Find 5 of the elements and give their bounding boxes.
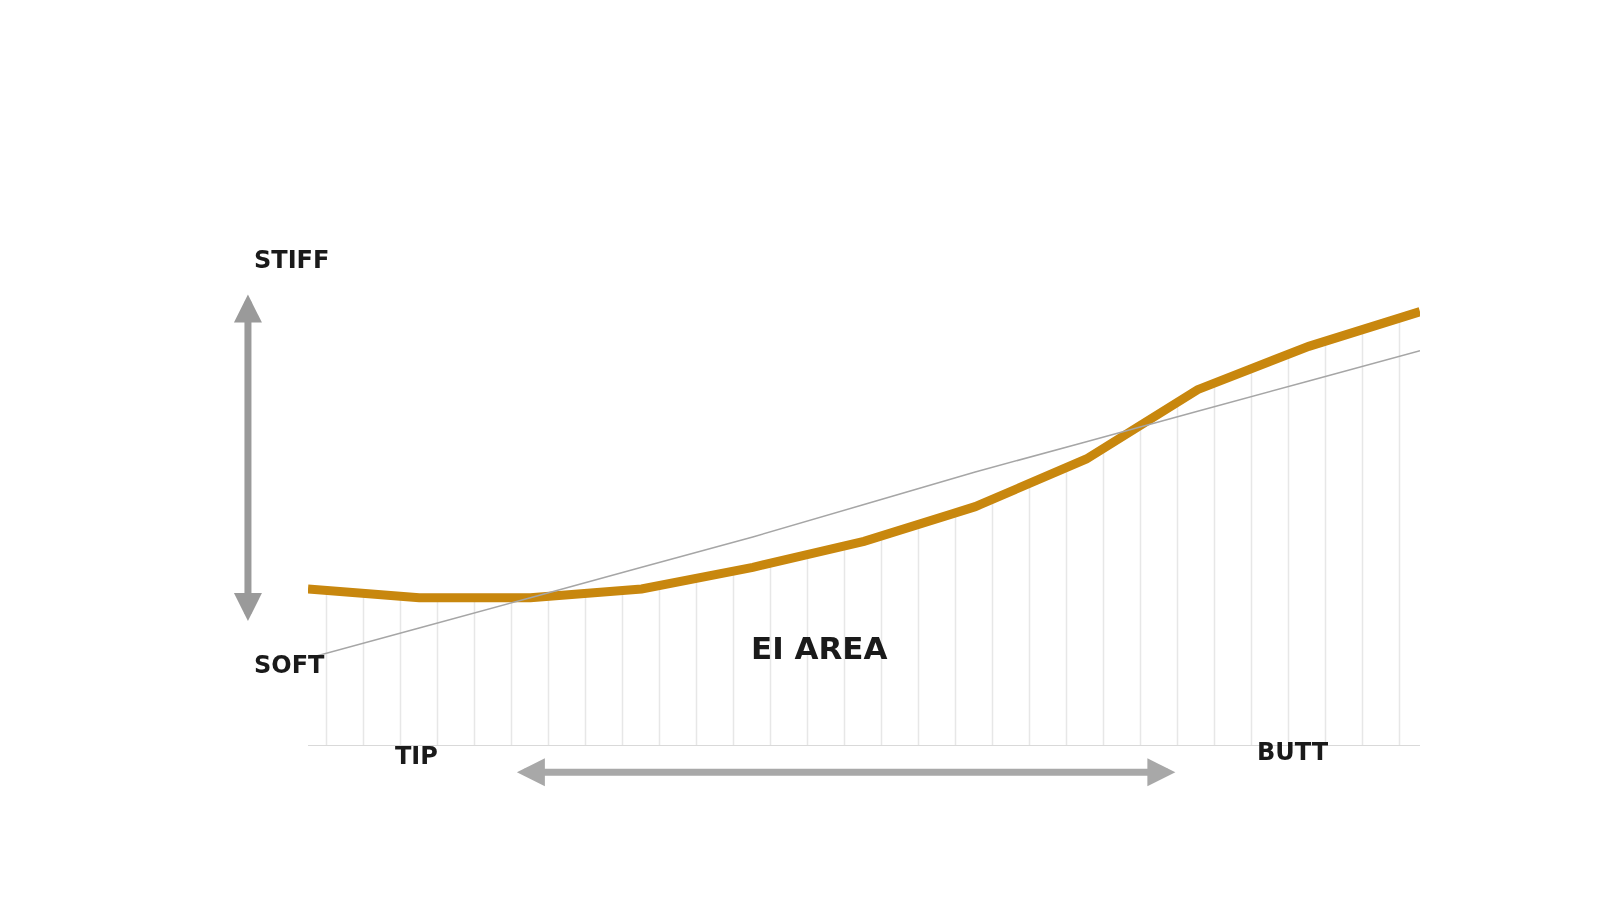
annotation: EI AREA — [751, 630, 888, 666]
text: STIFF — [254, 246, 330, 274]
annotation: BUTT — [1257, 738, 1329, 766]
annotation: TIP — [395, 742, 438, 770]
annotation: SOFT — [254, 651, 326, 679]
